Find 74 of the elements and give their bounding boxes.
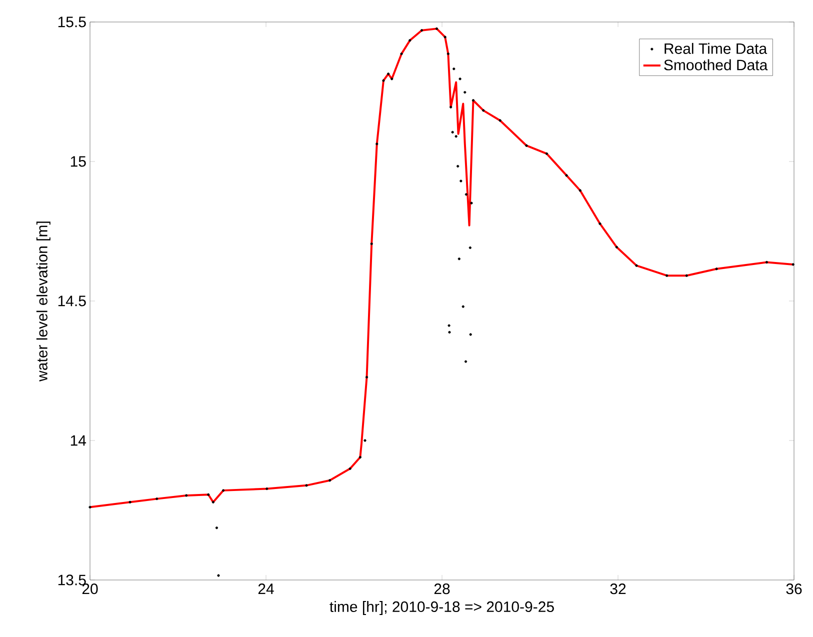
point (450, 106, 452, 108)
point (448, 330, 451, 334)
point (88, 506, 92, 508)
x-axis-title: time [hr]; 2010-9-18 => 2010-9-25 (330, 601, 554, 615)
point (715, 268, 718, 270)
point (382, 79, 385, 82)
point (462, 305, 464, 308)
legend-label: Smoothed Data (664, 59, 768, 70)
y-tick-label: 14 (70, 435, 86, 446)
point (390, 78, 394, 80)
point (472, 99, 475, 102)
point (635, 264, 638, 267)
point (215, 526, 218, 530)
point (364, 439, 366, 442)
point (305, 484, 308, 487)
point (456, 164, 460, 168)
point (348, 467, 352, 470)
y-tick-label: 15 (70, 156, 86, 167)
point (666, 274, 668, 277)
point (448, 324, 450, 327)
y-tick-label: 15.5 (58, 16, 86, 28)
point (328, 479, 332, 482)
point (156, 498, 158, 500)
point (464, 360, 468, 363)
line-series (90, 28, 794, 508)
point (128, 500, 132, 504)
point (185, 494, 188, 497)
point (498, 119, 502, 122)
point (765, 260, 768, 264)
x-tick-label: 28 (434, 584, 450, 594)
point (444, 36, 446, 38)
point (408, 39, 412, 42)
x-tick-label: 32 (610, 584, 626, 594)
point (217, 574, 220, 577)
point (207, 493, 210, 496)
point (452, 68, 456, 70)
point (578, 189, 582, 192)
point (370, 242, 373, 246)
point (469, 333, 472, 336)
point (565, 174, 568, 177)
point (400, 52, 403, 56)
point (358, 456, 362, 459)
point (615, 246, 618, 248)
point (470, 202, 473, 204)
point (525, 144, 528, 147)
x-tick-label: 20 (82, 584, 98, 594)
point (212, 500, 215, 504)
point (365, 376, 368, 378)
point (458, 258, 460, 260)
point (792, 263, 794, 266)
point (222, 489, 225, 492)
point (460, 180, 462, 182)
point (468, 246, 472, 250)
legend-label: Real Time Data (664, 42, 768, 54)
y-tick-label: 14.5 (58, 296, 86, 306)
point (545, 152, 548, 155)
point (464, 193, 468, 196)
point (446, 52, 450, 56)
point (685, 274, 688, 277)
point (458, 78, 462, 80)
point (420, 29, 424, 32)
point (266, 487, 268, 490)
y-axis-title: water level elevation [m] (36, 222, 50, 382)
x-tick-label: 36 (786, 584, 802, 594)
x-tick-label: 24 (258, 584, 274, 594)
point (435, 27, 438, 30)
point (376, 142, 378, 146)
point (451, 130, 454, 134)
point (387, 72, 390, 76)
point (454, 135, 458, 138)
point (598, 222, 602, 226)
point (464, 91, 466, 94)
point (482, 109, 485, 112)
y-tick-label: 13.5 (58, 574, 86, 586)
